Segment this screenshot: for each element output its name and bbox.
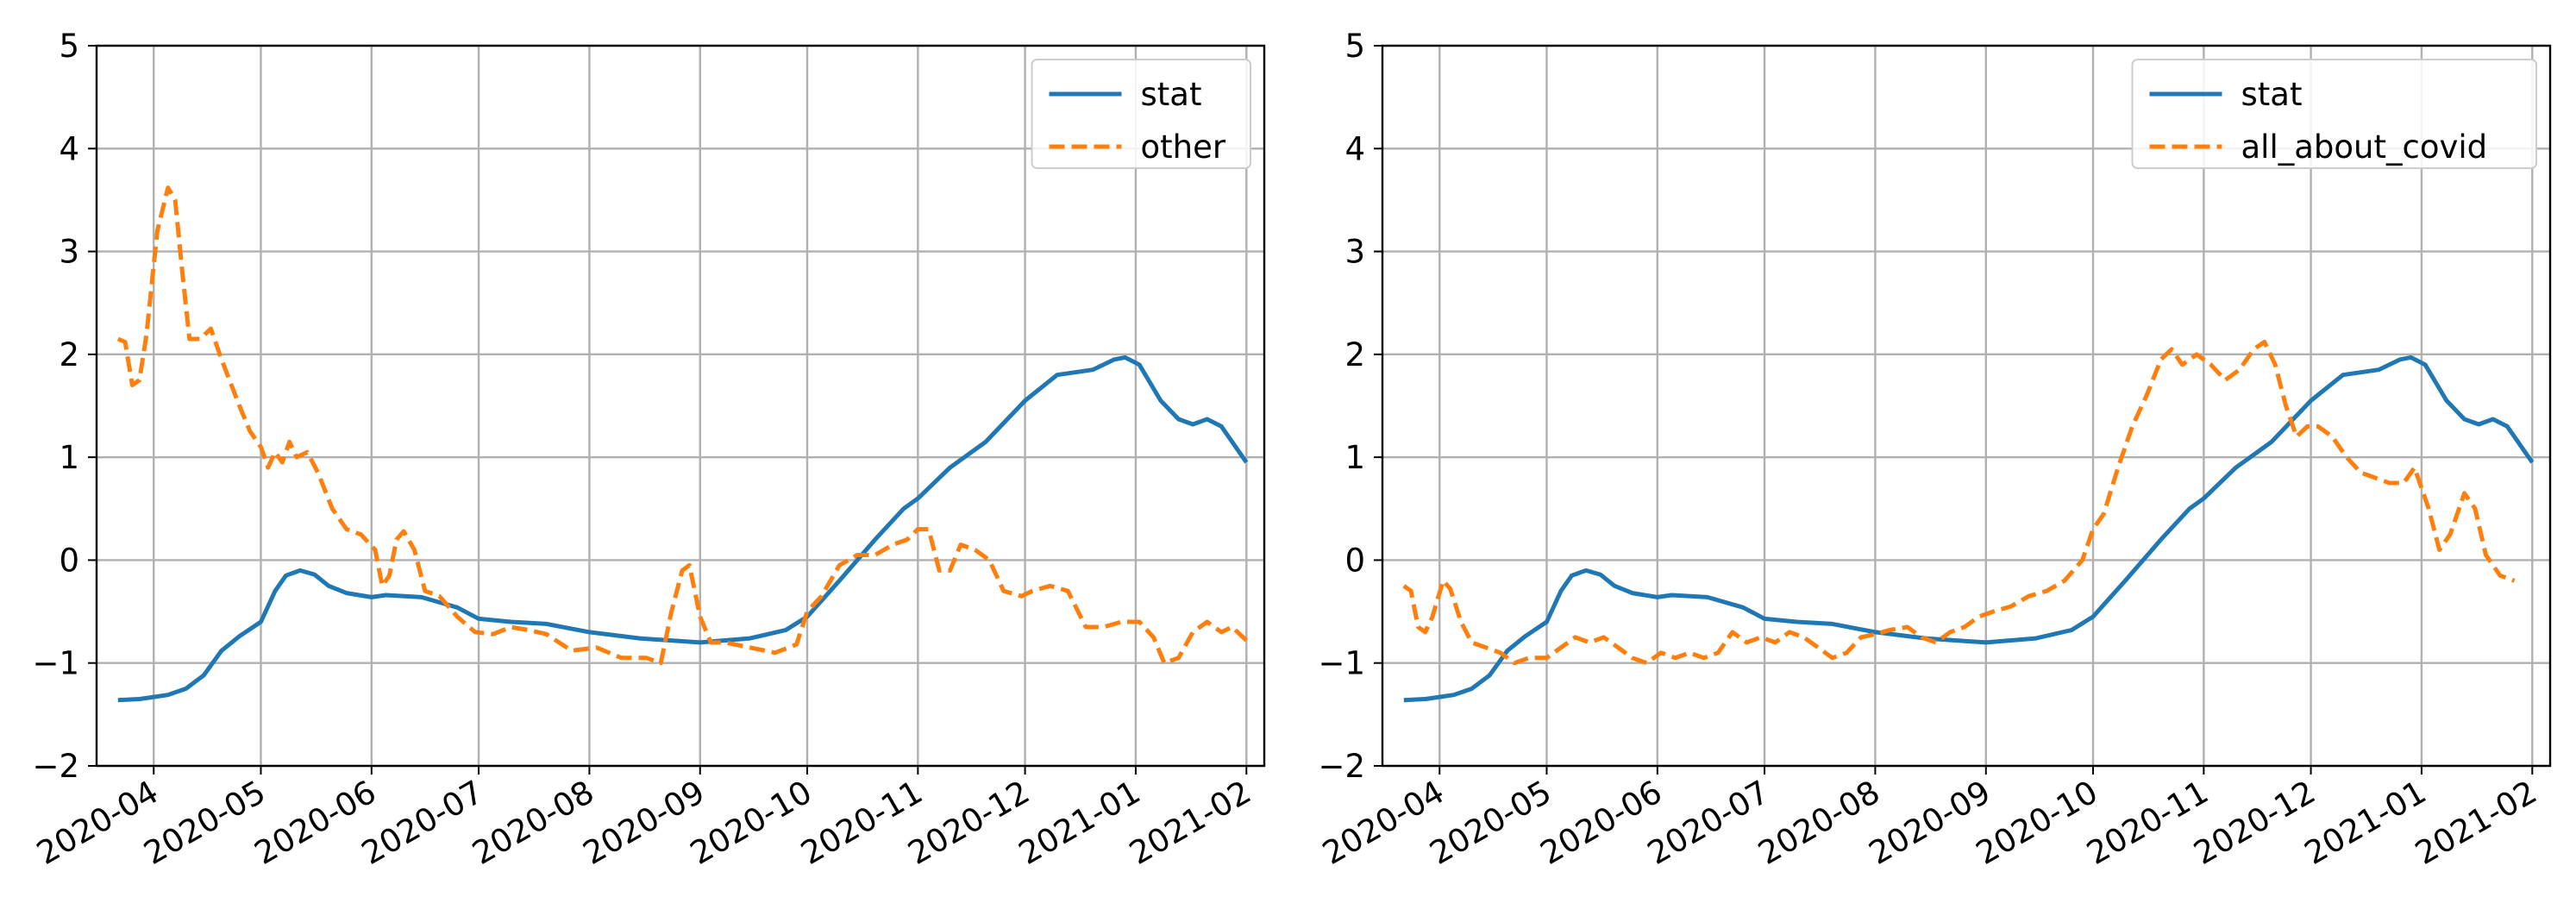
right-x-tick-label: 2020-10 (1970, 774, 2103, 873)
right-x-tick-label: 2020-12 (2188, 774, 2322, 873)
right-x-tick-label: 2021-02 (2409, 774, 2542, 873)
right-legend-label-all-about-covid: all_about_covid (2241, 129, 2488, 166)
left-x-tick-label: 2020-04 (30, 774, 164, 873)
right-y-tick-label: −1 (1318, 645, 1365, 682)
right-x-tick-label: 2020-05 (1424, 774, 1558, 873)
left-y-tick-label: 0 (59, 542, 79, 579)
right-axes-frame (1381, 44, 2552, 768)
left-y-tick-label: 5 (59, 28, 79, 65)
left-y-tick-label: 2 (59, 336, 79, 373)
left-legend-label-other: other (1141, 129, 1226, 166)
left-y-tick-label: 4 (59, 130, 79, 167)
left-y-tick-label: −2 (32, 748, 79, 785)
left-x-tick-label: 2020-10 (684, 774, 818, 873)
left-y-tick-label: 3 (59, 234, 79, 271)
right-x-tick-label: 2020-11 (2080, 774, 2214, 873)
right-legend (2131, 59, 2537, 169)
left-x-tick-label: 2020-05 (138, 774, 272, 873)
right-y-tick-label: 3 (1344, 234, 1365, 271)
left-x-tick-label: 2021-01 (1012, 774, 1146, 873)
right-y-tick-label: 4 (1344, 130, 1365, 167)
right-series-line-all-about-covid (1402, 340, 2516, 666)
right-y-tick-label: 2 (1344, 336, 1365, 373)
left-axes-frame (95, 44, 1266, 768)
left-y-tick-label: 1 (59, 439, 79, 476)
left-x-tick-label: 2020-12 (902, 774, 1036, 873)
right-x-tick-label: 2020-04 (1316, 774, 1450, 873)
right-x-tick-label: 2020-06 (1534, 774, 1668, 873)
left-series-line-stat (117, 354, 1249, 703)
left-legend (1031, 59, 1251, 169)
left-x-tick-label: 2020-09 (577, 774, 711, 873)
left-y-tick-label: −1 (32, 645, 79, 682)
left-x-tick-label: 2020-11 (794, 774, 928, 873)
right-x-tick-label: 2020-07 (1641, 774, 1775, 873)
left-x-tick-label: 2020-08 (467, 774, 600, 873)
left-legend-label-stat: stat (1141, 76, 1202, 113)
right-x-tick-label: 2020-08 (1752, 774, 1886, 873)
left-series-line-other (116, 185, 1249, 666)
right-y-tick-label: 5 (1344, 28, 1365, 65)
right-chart-panel: 2020-042020-052020-062020-072020-082020-… (1316, 28, 2552, 873)
right-legend-label-stat: stat (2241, 76, 2303, 113)
right-y-tick-label: 1 (1344, 439, 1365, 476)
left-x-tick-label: 2020-07 (355, 774, 489, 873)
left-x-tick-label: 2021-02 (1123, 774, 1257, 873)
right-y-tick-label: −2 (1318, 748, 1365, 785)
right-y-tick-label: 0 (1344, 542, 1365, 579)
left-x-tick-label: 2020-06 (248, 774, 382, 873)
left-chart-panel: 2020-042020-052020-062020-072020-082020-… (30, 28, 1266, 873)
right-x-tick-label: 2021-01 (2298, 774, 2432, 873)
right-x-tick-label: 2020-09 (1863, 774, 1996, 873)
